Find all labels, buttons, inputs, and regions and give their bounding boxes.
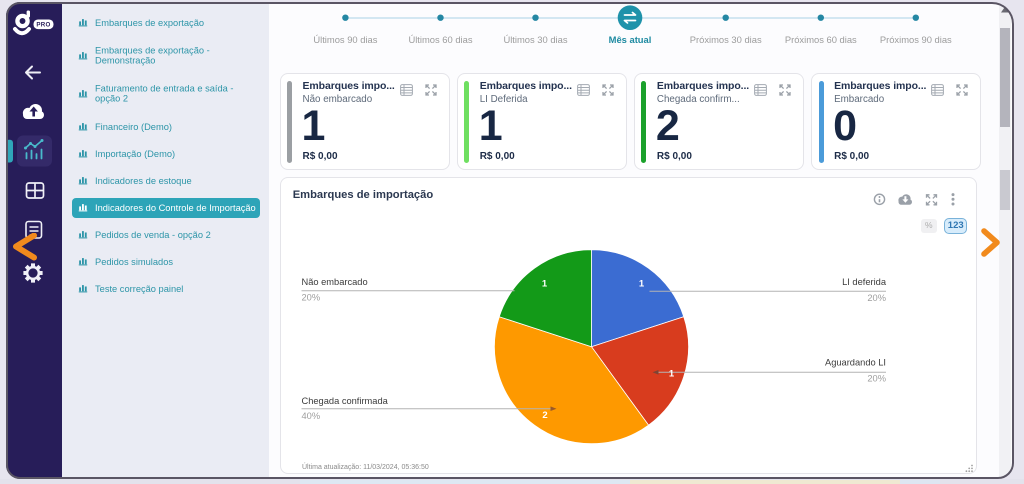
svg-text:LI deferida: LI deferida: [842, 277, 887, 287]
svg-text:Chegada confirmada: Chegada confirmada: [301, 396, 388, 406]
svg-text:20%: 20%: [867, 293, 886, 303]
svg-text:40%: 40%: [301, 411, 320, 421]
svg-text:1: 1: [668, 369, 674, 380]
svg-text:1: 1: [638, 279, 644, 290]
svg-text:20%: 20%: [867, 374, 886, 384]
svg-text:Não embarcado: Não embarcado: [301, 277, 367, 287]
svg-text:20%: 20%: [301, 293, 320, 303]
svg-text:Aguardando LI: Aguardando LI: [825, 358, 886, 368]
svg-text:2: 2: [542, 410, 547, 421]
svg-text:1: 1: [541, 279, 547, 290]
svg-text:PRO: PRO: [36, 22, 50, 29]
